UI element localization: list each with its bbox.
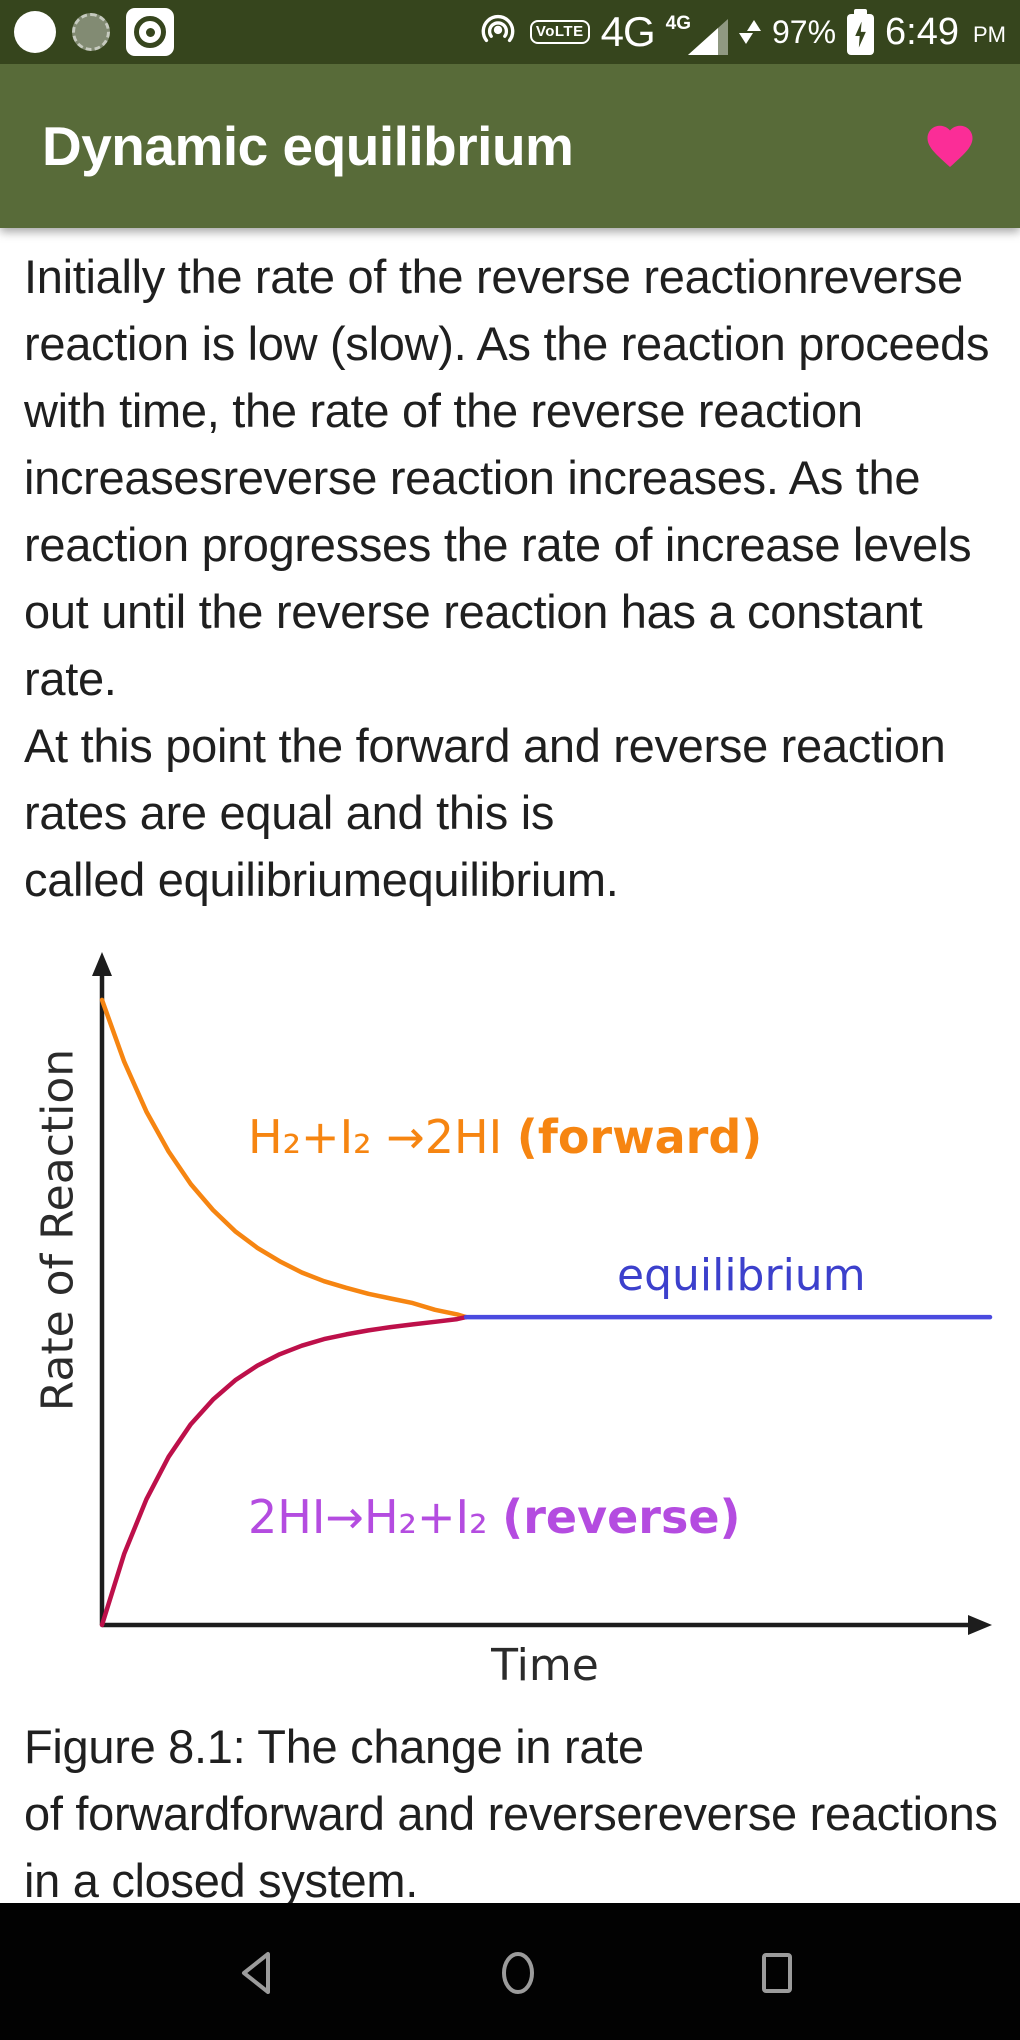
article-line: rates are equal and this is [24, 786, 555, 839]
page-title: Dynamic equilibrium [42, 115, 574, 177]
app-header: Dynamic equilibrium [0, 64, 1020, 228]
volte-badge: VoLTE [529, 19, 590, 45]
back-triangle-icon [242, 1952, 270, 1994]
home-button[interactable] [492, 1947, 544, 1999]
article-line: At this point the forward and reverse re… [24, 719, 946, 772]
forward-curve-label: H₂+I₂ →2HI (forward) [248, 1110, 762, 1164]
chart-axes [92, 952, 992, 1635]
lightning-bolt-icon [855, 21, 866, 48]
figure-caption: Figure 8.1: The change in rate of forwar… [24, 1713, 999, 1914]
navigation-bar [0, 1903, 1020, 2040]
signal-strength-icon: 4G [666, 9, 728, 55]
reverse-curve-label: 2HI→H₂+I₂ (reverse) [248, 1490, 741, 1544]
notification-dot-icon [14, 11, 56, 53]
forward-tag: (forward) [516, 1110, 763, 1164]
status-notification-icons [14, 8, 174, 56]
article-line: reaction is low (slow). As the reaction … [24, 317, 990, 370]
x-axis-label: Time [491, 1640, 599, 1691]
x-axis-arrowhead [968, 1615, 992, 1635]
forward-formula: H₂+I₂ →2HI [248, 1110, 503, 1164]
reverse-tag: (reverse) [502, 1490, 741, 1544]
caption-line: Figure 8.1: The change in rate [24, 1720, 644, 1773]
caption-line: in a closed system. [24, 1854, 418, 1907]
y-axis-arrowhead [92, 952, 112, 976]
reverse-formula: 2HI→H₂+I₂ [248, 1490, 488, 1544]
equilibrium-label: equilibrium [617, 1250, 866, 1301]
clock-time: 6:49 [885, 10, 959, 53]
battery-charging-icon [847, 9, 875, 55]
home-circle-icon [502, 1952, 534, 1994]
signal-4g-label: 4G [665, 13, 691, 34]
battery-percent: 97% [771, 13, 837, 50]
article-line: increasesreverse reaction increases. As … [24, 451, 921, 504]
article-line: Initially the rate of the reverse reacti… [24, 250, 963, 303]
clock-meridiem: PM [973, 22, 1006, 47]
network-type-label: 4G [600, 8, 656, 55]
caption-line: of forwardforward and reversereverse rea… [24, 1787, 998, 1840]
recents-button[interactable] [751, 1947, 803, 1999]
article-line: rate. [24, 652, 117, 705]
article-line: with time, the rate of the reverse react… [24, 384, 863, 437]
chart-curves [99, 997, 993, 1628]
article-line: reaction progresses the rate of increase… [24, 518, 972, 571]
article-line: out until the reverse reaction has a con… [24, 585, 923, 638]
notification-dot-faded-icon [72, 13, 110, 51]
hotspot-icon [481, 15, 515, 43]
rate-chart-figure: H₂+I₂ →2HI (forward) equilibrium 2HI→H₂+… [0, 930, 1020, 1702]
favorite-button[interactable] [922, 118, 978, 174]
article-text: Initially the rate of the reverse reacti… [24, 243, 999, 913]
article-line: called equilibriumequilibrium. [24, 853, 619, 906]
status-system-icons: VoLTE 4G 4G 97% 6:49 PM [477, 8, 1006, 56]
status-bar: VoLTE 4G 4G 97% 6:49 PM [0, 0, 1020, 64]
screen-record-icon [126, 8, 174, 56]
curve-reverse [99, 1314, 469, 1628]
back-button[interactable] [233, 1947, 285, 1999]
curve-forward [99, 997, 469, 1320]
y-axis-label: Rate of Reaction [32, 1048, 84, 1412]
data-activity-icon [738, 15, 761, 49]
chart-canvas [92, 952, 993, 1635]
recents-square-icon [762, 1953, 792, 1993]
heart-icon [927, 125, 973, 168]
